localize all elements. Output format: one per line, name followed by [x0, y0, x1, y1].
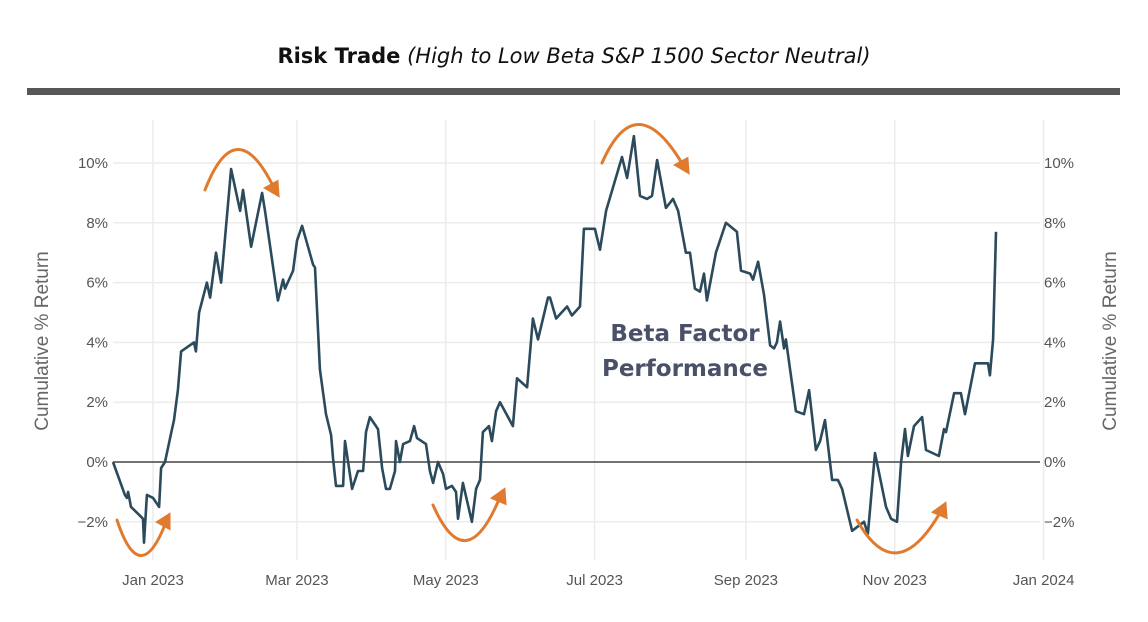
y-tick-label-right: 10%: [1044, 155, 1074, 172]
y-axis-title-left: Cumulative % Return: [32, 251, 53, 431]
y-tick-label-right: 6%: [1044, 275, 1066, 292]
x-tick-label: Jan 2023: [122, 572, 184, 589]
y-tick-label-left: 4%: [86, 334, 108, 351]
y-tick-label-left: −2%: [78, 514, 108, 531]
annotation-line-1: Beta Factor: [610, 321, 760, 347]
annotation-line-2: Performance: [602, 356, 768, 382]
gridlines: [113, 120, 1045, 560]
series-group: [111, 134, 998, 545]
y-axis-title-right: Cumulative % Return: [1100, 251, 1121, 431]
x-tick-label: Jul 2023: [566, 572, 623, 589]
y-tick-label-left: 8%: [86, 215, 108, 232]
y-tick-label-right: 8%: [1044, 215, 1066, 232]
y-tick-label-right: 2%: [1044, 394, 1066, 411]
y-tick-label-left: 2%: [86, 394, 108, 411]
x-tick-label: Sep 2023: [714, 572, 778, 589]
x-tick-label: Mar 2023: [265, 572, 328, 589]
arrow-trough-nov: [855, 501, 948, 555]
tick-labels: −2% −2% 0% 0% 2% 2% 4% 4% 6% 6% 8% 8% 10% 10% Jan 2023…: [78, 155, 1075, 589]
series-line: [111, 134, 998, 545]
y-tick-label-right: 0%: [1044, 454, 1066, 471]
y-tick-label-left: 6%: [86, 275, 108, 292]
arrow-trough-jan: [115, 512, 171, 557]
arrow-peak-jul: [600, 123, 690, 175]
x-tick-label: May 2023: [413, 572, 479, 589]
y-tick-label-right: −2%: [1044, 514, 1074, 531]
chart-title-main: Risk Trade: [277, 44, 401, 68]
y-tick-label-left: 0%: [86, 454, 108, 471]
x-tick-label: Jan 2024: [1013, 572, 1075, 589]
x-tick-label: Nov 2023: [863, 572, 927, 589]
chart-title: Risk Trade (High to Low Beta S&P 1500 Se…: [0, 44, 1148, 68]
arrow-trough-may: [431, 487, 507, 542]
title-divider: [27, 88, 1120, 95]
arrow-peak-feb: [203, 148, 280, 198]
chart-subtitle: (High to Low Beta S&P 1500 Sector Neutra…: [407, 44, 871, 68]
trend-arrows: [115, 123, 948, 557]
y-tick-label-right: 4%: [1044, 334, 1066, 351]
y-tick-label-left: 10%: [78, 155, 108, 172]
